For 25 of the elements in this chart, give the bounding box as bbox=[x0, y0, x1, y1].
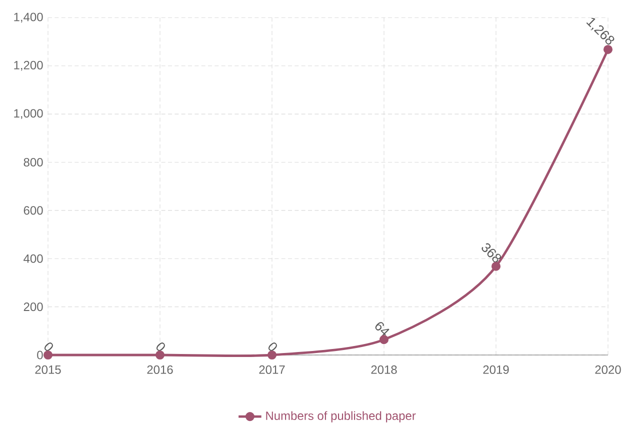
legend-label: Numbers of published paper bbox=[266, 411, 416, 422]
x-tick-label: 2018 bbox=[371, 365, 397, 374]
data-label: 64 bbox=[375, 322, 390, 336]
data-label: 0 bbox=[44, 342, 53, 351]
x-tick-label: 2015 bbox=[35, 365, 61, 374]
x-tick-label: 2019 bbox=[483, 365, 509, 374]
y-tick-label: 1,400 bbox=[14, 12, 43, 23]
point bbox=[43, 350, 53, 360]
x-tick-label: 2016 bbox=[147, 365, 173, 374]
y-tick-label: 800 bbox=[24, 158, 43, 166]
y-tick-label: 400 bbox=[24, 254, 43, 263]
data-label: 0 bbox=[156, 342, 165, 351]
point bbox=[603, 44, 613, 54]
data-label: 368 bbox=[482, 243, 502, 263]
point bbox=[379, 335, 389, 344]
y-tick-label: 1,000 bbox=[14, 109, 43, 119]
point bbox=[155, 350, 165, 360]
y-tick-label: 200 bbox=[24, 302, 43, 312]
y-tick-label: 1,200 bbox=[14, 60, 43, 71]
y-tick-label: 0 bbox=[37, 350, 43, 360]
data-label: 0 bbox=[268, 342, 277, 351]
x-tick-label: 2017 bbox=[259, 365, 285, 374]
y-tick-label: 600 bbox=[24, 206, 43, 215]
point bbox=[267, 350, 277, 360]
x-tick-label: 2020 bbox=[595, 365, 621, 374]
